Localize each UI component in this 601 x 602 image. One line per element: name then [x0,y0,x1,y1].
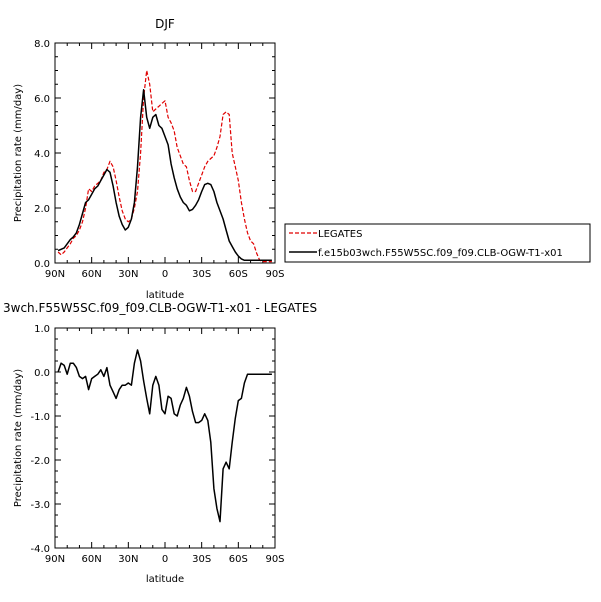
bottom-x-tick-label: 30N [118,554,138,565]
bottom-y-tick-label: -3.0 [30,500,50,511]
top-plot-frame [54,42,276,264]
bottom-x-axis-label: latitude [146,574,184,585]
top-y-axis-label: Precipitation rate (mm/day) [13,84,24,222]
bottom-plot-frame [54,327,276,549]
bottom-x-tick-label: 30S [192,554,211,565]
top-y-tick-label: 8.0 [34,39,50,50]
top-y-tick-label: 0.0 [34,259,50,270]
bottom-series-line-model [57,349,272,523]
top-x-tick-label: 30N [118,269,138,280]
bottom-y-axis-label: Precipitation rate (mm/day) [13,369,24,507]
top-x-tick-label: 60S [229,269,248,280]
bottom-panel: 3wch.F55W5SC.f09_f09.CLB-OGW-T1-x01 - LE… [3,301,317,585]
bottom-x-tick-label: 60N [82,554,102,565]
legend-label-legates: LEGATES [318,229,362,240]
bottom-x-tick-label: 0 [162,554,168,565]
top-panel: DJF 90N 60N 30N 0 30S 60S 90S 0.0 2.0 4.0 6.0 8.0 l… [13,17,285,301]
legend-label-model: f.e15b03wch.F55W5SC.f09_f09.CLB-OGW-T1-x… [318,248,563,259]
bottom-y-tick-label: 0.0 [34,368,50,379]
bottom-y-tick-label: 1.0 [34,324,50,335]
bottom-series-group [57,349,272,523]
legend-box [284,223,591,263]
bottom-y-tick-label: -2.0 [30,456,50,467]
top-series-line-model [57,89,272,262]
top-x-tick-label: 90N [45,269,65,280]
bottom-chart-title: 3wch.F55W5SC.f09_f09.CLB-OGW-T1-x01 - LE… [3,301,317,315]
top-y-tick-label: 4.0 [34,149,50,160]
bottom-x-tick-label: 90S [265,554,284,565]
bottom-y-tick-label: -4.0 [30,544,50,555]
legend: LEGATES f.e15b03wch.F55W5SC.f09_f09.CLB-… [284,223,591,263]
top-x-axis-label: latitude [146,290,184,301]
top-y-tick-label: 6.0 [34,94,50,105]
top-x-tick-label: 90S [265,269,284,280]
top-y-tick-label: 2.0 [34,204,50,215]
top-x-tick-label: 60N [82,269,102,280]
top-series-line-legates [57,69,272,263]
top-chart-title: DJF [155,17,175,31]
top-x-tick-label: 0 [162,269,168,280]
bottom-ticks: 90N 60N 30N 0 30S 60S 90S -4.0 -3.0 -2.0 -1.0 0.0 1.… [30,324,284,565]
bottom-x-tick-label: 90N [45,554,65,565]
top-ticks: 90N 60N 30N 0 30S 60S 90S 0.0 2.0 4.0 6.0 8.0 [34,39,284,280]
bottom-y-tick-label: -1.0 [30,412,50,423]
bottom-x-tick-label: 60S [229,554,248,565]
top-series-group [57,69,272,263]
top-x-tick-label: 30S [192,269,211,280]
